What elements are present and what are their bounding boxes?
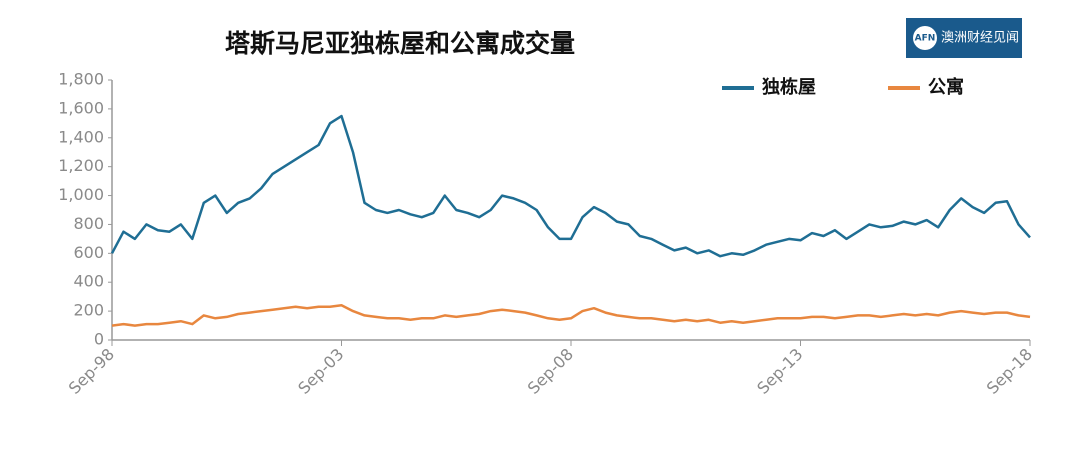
series-line bbox=[110, 114, 1031, 258]
y-tick-label: 1,200 bbox=[58, 156, 104, 175]
chart-title: 塔斯马尼亚独栋屋和公寓成交量 bbox=[225, 29, 575, 58]
y-tick-label: 600 bbox=[73, 243, 104, 262]
y-tick-label: 400 bbox=[73, 272, 104, 291]
x-tick-label: Sep-98 bbox=[65, 345, 118, 398]
y-tick-label: 1,800 bbox=[58, 70, 104, 89]
x-tick-label: Sep-18 bbox=[983, 345, 1036, 398]
legend-label: 独栋屋 bbox=[762, 76, 816, 98]
x-tick-label: Sep-03 bbox=[294, 345, 347, 398]
logo-mark: AFN bbox=[915, 34, 936, 44]
y-tick-label: 0 bbox=[94, 330, 104, 349]
x-tick-label: Sep-13 bbox=[753, 345, 806, 398]
logo-text: 澳洲财经见闻 bbox=[941, 30, 1019, 46]
x-tick-label: Sep-08 bbox=[524, 345, 577, 398]
logo-circle bbox=[913, 26, 937, 50]
y-tick-label: 1,000 bbox=[58, 185, 104, 204]
series-line bbox=[111, 304, 1031, 327]
y-tick-label: 1,400 bbox=[58, 127, 104, 146]
y-tick-label: 200 bbox=[73, 301, 104, 320]
y-tick-label: 800 bbox=[73, 214, 104, 233]
y-tick-label: 1,600 bbox=[58, 98, 104, 117]
legend-label: 公寓 bbox=[928, 76, 964, 98]
